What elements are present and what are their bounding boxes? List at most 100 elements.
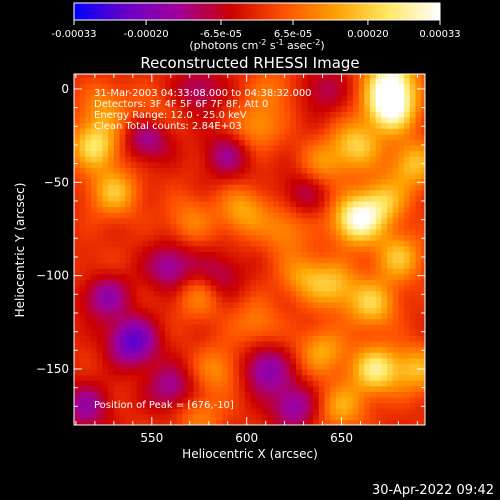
heatmap-cell xyxy=(165,200,172,208)
heatmap-cell xyxy=(96,100,104,107)
heatmap-cell xyxy=(290,133,297,140)
heatmap-cell xyxy=(187,290,195,297)
heatmap-cell xyxy=(113,122,121,129)
heatmap-cell xyxy=(176,228,183,236)
heatmap-cell xyxy=(392,340,400,348)
heatmap-cell xyxy=(136,139,143,146)
heatmap-cell xyxy=(204,301,212,308)
heatmap-cell xyxy=(216,128,223,135)
heatmap-cell xyxy=(91,335,98,342)
heatmap-cell xyxy=(324,223,331,230)
heatmap-cell xyxy=(216,116,223,124)
heatmap-cell xyxy=(159,77,166,84)
heatmap-cell xyxy=(278,133,286,140)
heatmap-cell xyxy=(125,189,132,196)
heatmap-cell xyxy=(335,357,343,364)
heatmap-cell xyxy=(364,396,371,404)
heatmap-cell xyxy=(295,279,303,286)
heatmap-cell xyxy=(313,279,320,286)
heatmap-cell xyxy=(244,178,252,185)
heatmap-cell xyxy=(369,346,377,353)
heatmap-cell xyxy=(250,329,257,336)
heatmap-cell xyxy=(136,94,143,101)
heatmap-cell xyxy=(193,251,200,258)
heatmap-cell xyxy=(74,352,81,359)
heatmap-cell xyxy=(136,144,143,152)
heatmap-cell xyxy=(273,391,280,398)
heatmap-cell xyxy=(347,116,354,124)
heatmap-cell xyxy=(147,329,155,336)
heatmap-cell xyxy=(125,139,132,146)
heatmap-cell xyxy=(165,357,172,364)
heatmap-cell xyxy=(108,212,115,219)
heatmap-cell xyxy=(125,296,132,303)
heatmap-cell xyxy=(113,128,121,135)
heatmap-cell xyxy=(170,74,178,79)
heatmap-cell xyxy=(91,324,98,331)
heatmap-cell xyxy=(278,329,286,336)
heatmap-cell xyxy=(358,122,365,129)
heatmap-cell xyxy=(193,391,200,398)
heatmap-cell xyxy=(204,290,212,297)
heatmap-cell xyxy=(341,296,348,303)
heatmap-cell xyxy=(102,385,109,392)
heatmap-cell xyxy=(330,161,337,168)
heatmap-cell xyxy=(404,150,411,157)
heatmap-cell xyxy=(313,268,320,275)
heatmap-cell xyxy=(125,206,132,213)
heatmap-cell xyxy=(295,335,303,342)
heatmap-cell xyxy=(278,161,286,168)
heatmap-cell xyxy=(347,200,354,208)
heatmap-cell xyxy=(358,408,365,415)
heatmap-cell xyxy=(113,262,121,269)
heatmap-cell xyxy=(199,83,206,90)
heatmap-cell xyxy=(375,380,382,387)
heatmap-cell xyxy=(284,284,291,292)
heatmap-cell xyxy=(404,413,411,420)
heatmap-cell xyxy=(239,88,246,96)
heatmap-cell xyxy=(313,324,320,331)
heatmap-cell xyxy=(204,228,212,236)
heatmap-cell xyxy=(375,83,382,90)
heatmap-cell xyxy=(142,111,149,118)
heatmap-cell xyxy=(404,419,411,425)
heatmap-cell xyxy=(409,83,417,90)
heatmap-cell xyxy=(102,296,109,303)
heatmap-cell xyxy=(142,408,149,415)
heatmap-cell xyxy=(74,284,81,292)
heatmap-cell xyxy=(170,240,178,247)
heatmap-cell xyxy=(409,100,417,107)
heatmap-cell xyxy=(233,380,240,387)
heatmap-cell xyxy=(318,74,326,79)
heatmap-cell xyxy=(404,396,411,404)
heatmap-cell xyxy=(74,128,81,135)
heatmap-cell xyxy=(330,178,337,185)
heatmap-cell xyxy=(79,74,86,79)
heatmap-cell xyxy=(409,368,417,376)
heatmap-cell xyxy=(221,128,229,135)
heatmap-cell xyxy=(74,156,81,163)
heatmap-cell xyxy=(85,105,92,112)
heatmap-cell xyxy=(125,167,132,174)
heatmap-cell xyxy=(387,307,394,314)
heatmap-cell xyxy=(415,262,422,269)
heatmap-cell xyxy=(136,340,143,348)
heatmap-cell xyxy=(221,363,229,370)
heatmap-cell xyxy=(290,88,297,96)
heatmap-cell xyxy=(387,116,394,124)
heatmap-cell xyxy=(421,307,425,314)
heatmap-cell xyxy=(193,352,200,359)
heatmap-cell xyxy=(250,340,257,348)
heatmap-cell xyxy=(409,161,417,168)
heatmap-cell xyxy=(199,167,206,174)
heatmap-cell xyxy=(398,301,405,308)
heatmap-cell xyxy=(147,380,155,387)
heatmap-cell xyxy=(335,122,343,129)
heatmap-cell xyxy=(153,94,160,101)
heatmap-cell xyxy=(119,217,126,224)
heatmap-cell xyxy=(341,419,348,425)
heatmap-cell xyxy=(182,290,189,297)
heatmap-cell xyxy=(381,335,388,342)
heatmap-cell xyxy=(404,122,411,129)
heatmap-cell xyxy=(204,408,212,415)
